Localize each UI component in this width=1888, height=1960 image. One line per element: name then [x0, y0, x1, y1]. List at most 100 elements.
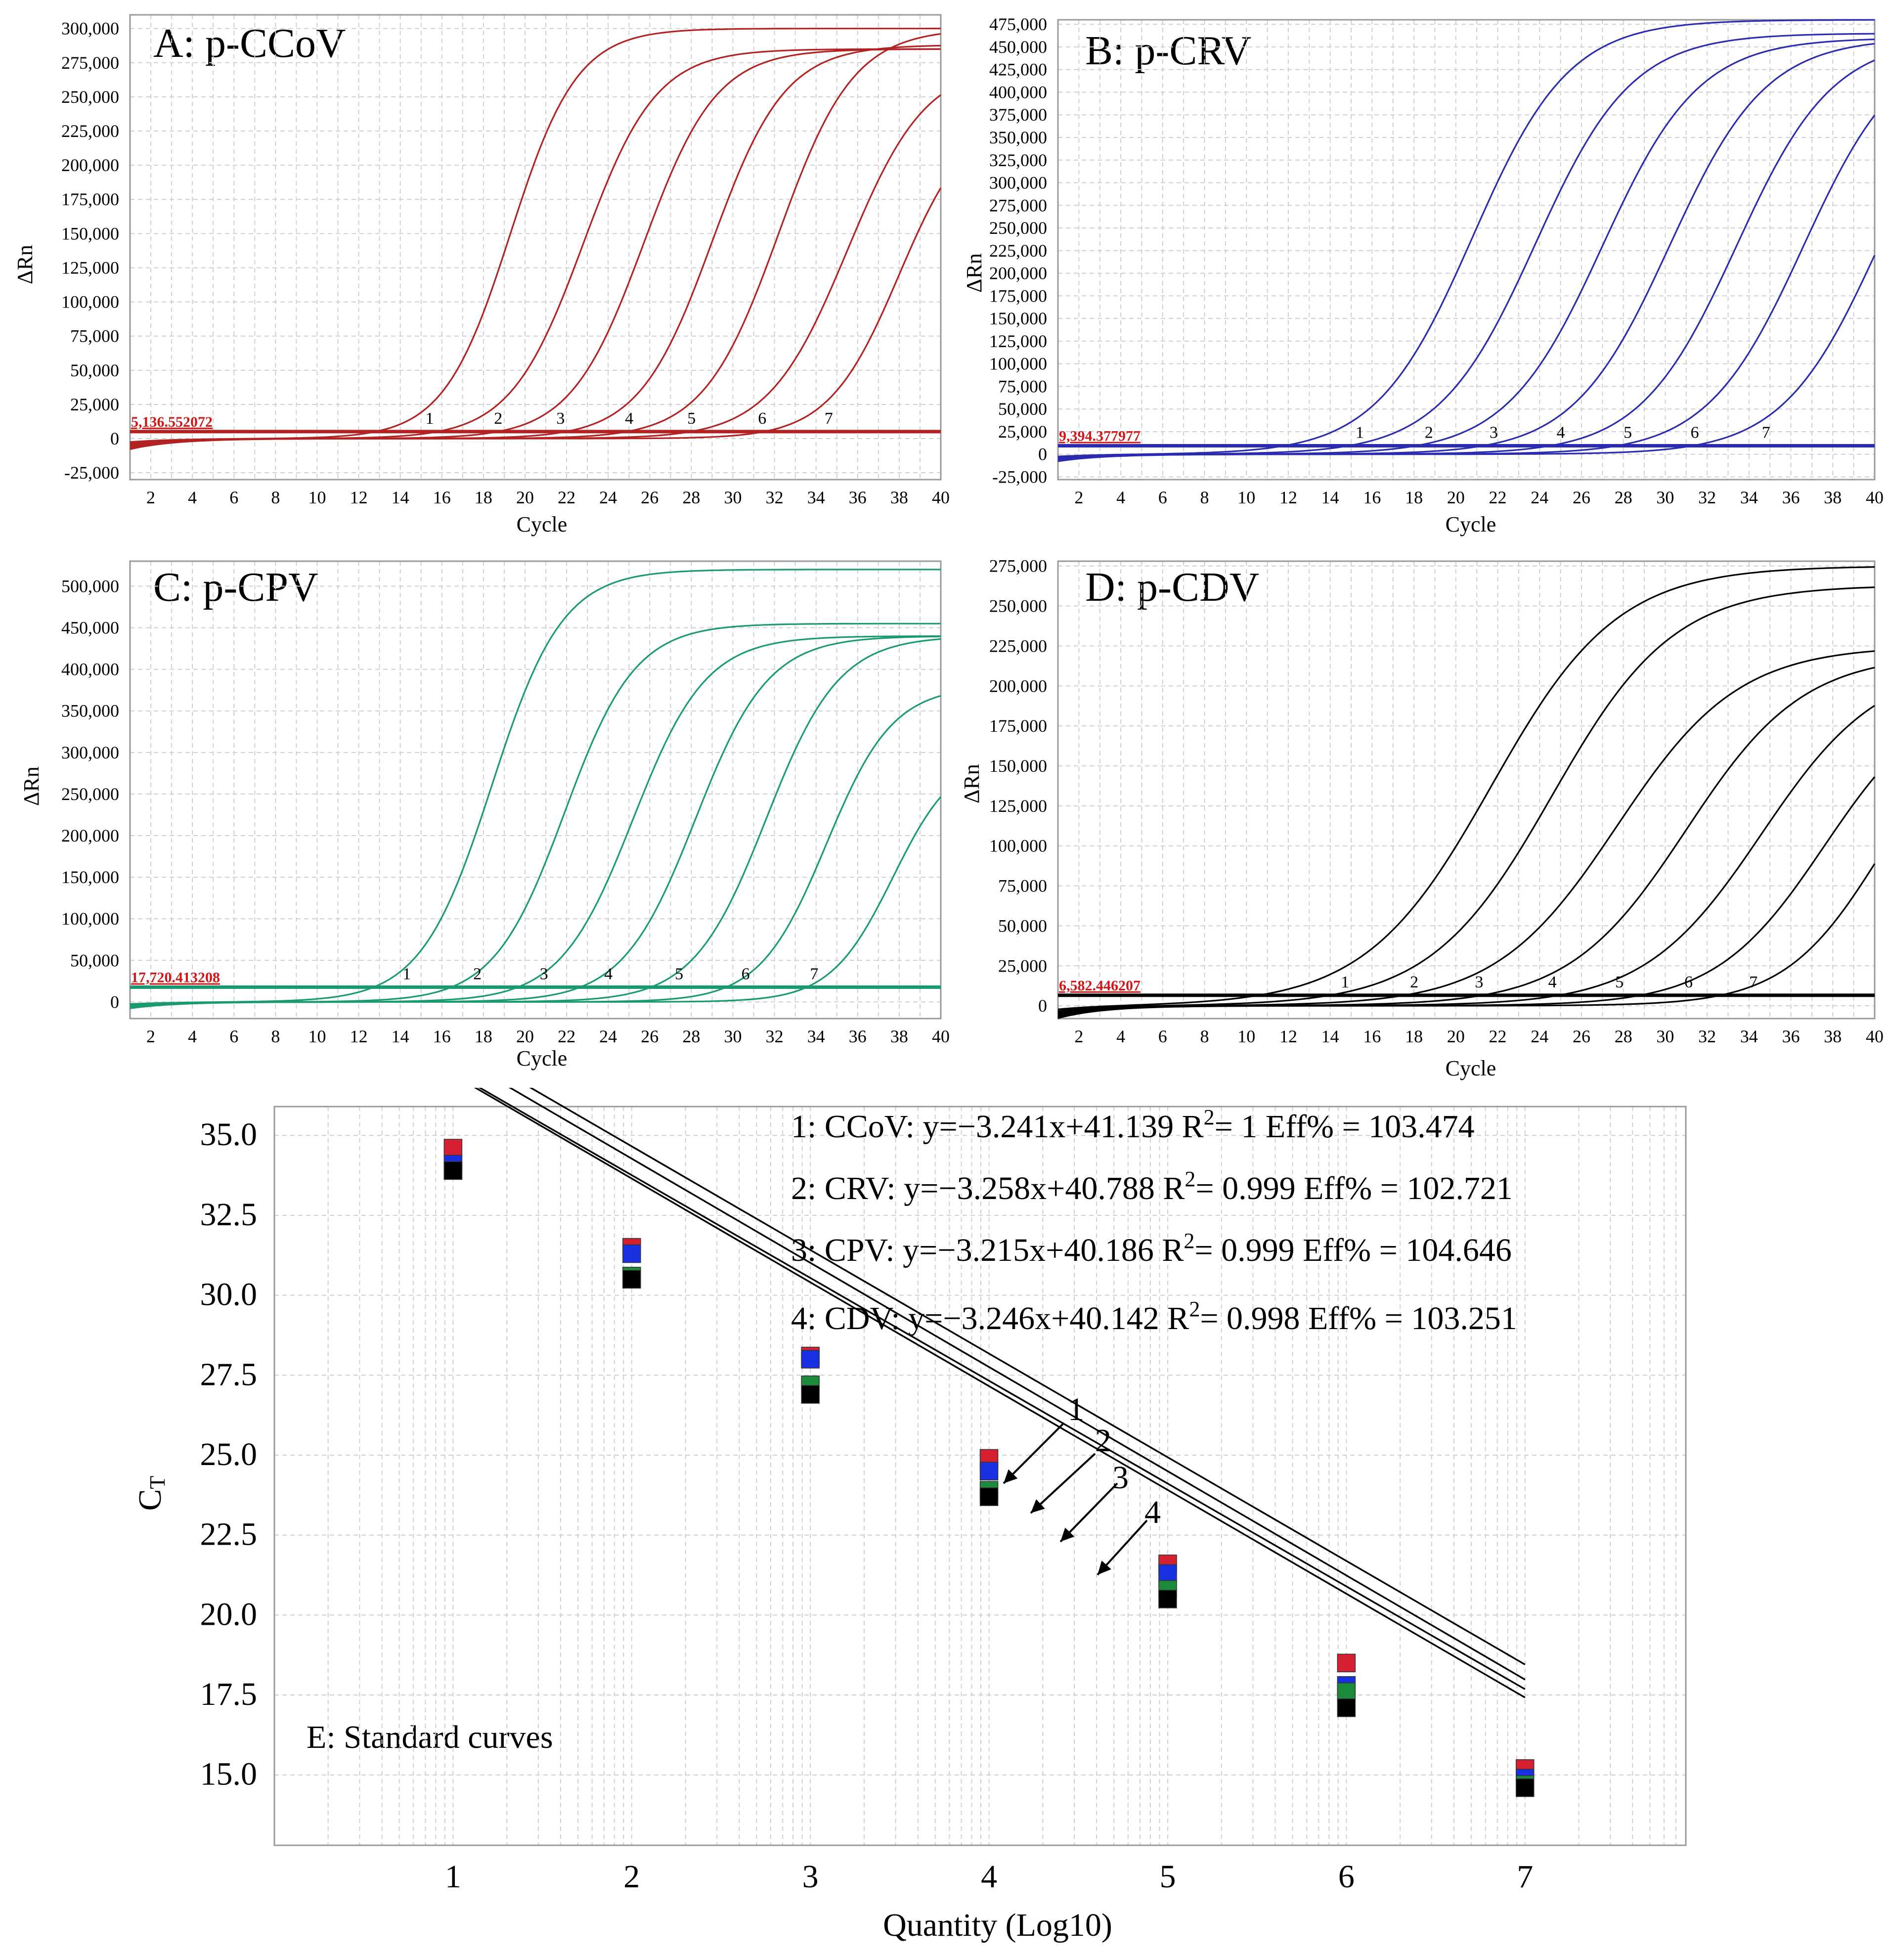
panel-d-curve-label-2: 2: [1410, 973, 1418, 991]
panel-b-y-tick-label: 100,000: [989, 354, 1047, 374]
panel-a-y-tick-label: 50,000: [70, 360, 119, 380]
panel-c-x-tick-label: 34: [807, 1026, 825, 1046]
panel-e-y-tick-label: 32.5: [200, 1197, 258, 1233]
panel-e-equation-ccov: 1: CCoV: y=−3.241x+41.139 R2= 1 Eff% = 1…: [791, 1105, 1475, 1145]
panel-e-arrow-1: [1003, 1423, 1064, 1484]
panel-d-x-tick-label: 26: [1573, 1026, 1590, 1046]
panel-d-y-tick-label: 75,000: [998, 876, 1047, 896]
panel-a-curve-label-7: 7: [825, 409, 833, 428]
panel-b-x-tick-label: 10: [1237, 488, 1255, 507]
panel-b-curve-label-1: 1: [1356, 424, 1364, 442]
panel-c-x-tick-label: 6: [229, 1026, 238, 1046]
panel-c-curve-label-2: 2: [473, 965, 482, 983]
panel-c-amplification-curve-1: [130, 569, 941, 1005]
panel-a-x-tick-label: 6: [229, 488, 238, 507]
panel-a-x-tick-label: 24: [599, 488, 617, 507]
panel-c-curve-label-1: 1: [402, 965, 411, 983]
panel-b-y-tick-label: 150,000: [989, 309, 1047, 328]
panel-e-point-cdv: [1158, 1590, 1177, 1608]
panel-d-threshold-label: 6,582.446207: [1059, 978, 1141, 994]
panel-d-x-tick-label: 14: [1321, 1026, 1339, 1046]
panel-e-point-crv: [1158, 1564, 1177, 1583]
panel-c-x-tick-label: 8: [271, 1026, 280, 1046]
panel-d-x-tick-label: 34: [1740, 1026, 1758, 1046]
panel-e-arrowhead-1: [1004, 1469, 1018, 1483]
panel-c-x-tick-label: 20: [516, 1026, 534, 1046]
panel-d-x-tick-label: 30: [1656, 1026, 1674, 1046]
panel-b-y-tick-label: 375,000: [989, 105, 1047, 125]
panel-a-x-label: Cycle: [517, 512, 568, 536]
panel-b-x-tick-label: 36: [1782, 488, 1800, 507]
panel-c-x-tick-label: 16: [433, 1026, 451, 1046]
panel-d-curve-label-7: 7: [1749, 973, 1757, 991]
panel-b-x-tick-label: 18: [1405, 488, 1423, 507]
panel-a-y-tick-label: 225,000: [61, 121, 119, 141]
panel-b-y-tick-label: 450,000: [989, 37, 1047, 57]
panel-a-curve-label-3: 3: [556, 409, 565, 428]
panel-c-curve-label-6: 6: [742, 965, 750, 983]
panel-b-x-tick-label: 16: [1363, 488, 1381, 507]
panel-e-x-label: Quantity (Log10): [883, 1907, 1112, 1943]
panel-c-x-tick-label: 32: [766, 1026, 784, 1046]
r2-superscript: 2: [1185, 1167, 1195, 1191]
panel-d-y-tick-label: 100,000: [989, 836, 1047, 856]
panel-e-regression-line-ccov: [529, 1088, 1526, 1665]
panel-c-curve-label-5: 5: [675, 965, 683, 983]
panel-a-y-tick-label: 25,000: [70, 395, 119, 414]
panel-e-arrow-2: [1030, 1453, 1096, 1514]
panel-c-curves: [130, 569, 942, 1009]
panel-d-x-tick-label: 36: [1782, 1026, 1800, 1046]
panel-a-x-tick-label: 20: [516, 488, 534, 507]
panel-d-curve-label-1: 1: [1341, 973, 1349, 991]
equation-text: 2: CRV: y=−3.258x+40.788 R: [791, 1170, 1185, 1206]
panel-b-curve-label-3: 3: [1490, 424, 1498, 442]
panel-b-y-tick-label: 400,000: [989, 82, 1047, 102]
panel-a-curve-label-1: 1: [425, 409, 434, 428]
panel-a-x-tick-label: 28: [682, 488, 700, 507]
panel-e-line-label-3: 3: [1112, 1460, 1129, 1496]
panel-a-amplification-curve-3: [130, 48, 941, 445]
panel-a-curve-label-5: 5: [687, 409, 696, 428]
panel-b-y-tick-label: 0: [1038, 445, 1047, 464]
panel-d-x-label: Cycle: [1446, 1056, 1496, 1080]
panel-a-y-tick-label: 0: [110, 429, 119, 448]
panel-a-title: A: p-CCoV: [153, 20, 346, 66]
panel-a-y-tick-label: 100,000: [61, 292, 119, 312]
panel-b-y-tick-label: 225,000: [989, 241, 1047, 261]
panel-d-x-tick-label: 24: [1531, 1026, 1548, 1046]
panel-a-y-tick-label: 75,000: [70, 326, 119, 346]
panel-c-y-tick-label: 150,000: [61, 867, 119, 887]
panel-b-x-tick-label: 20: [1447, 488, 1465, 507]
panel-d-y-tick-label: 200,000: [989, 676, 1047, 696]
panel-a-y-label: ΔRn: [13, 245, 37, 284]
panel-c-x-tick-label: 4: [188, 1026, 197, 1046]
panel-e-regression-line-cdv: [474, 1088, 1526, 1698]
panel-b-x-tick-label: 28: [1615, 488, 1632, 507]
panel-a-x-tick-label: 32: [766, 488, 784, 507]
panel-a-x-tick-label: 16: [433, 488, 451, 507]
panel-c-x-tick-label: 10: [308, 1026, 326, 1046]
panel-d-x-tick-label: 22: [1489, 1026, 1507, 1046]
panel-d-y-label: ΔRn: [960, 764, 984, 803]
panel-a-plot-frame: [129, 14, 942, 481]
panel-b-y-tick-label: 175,000: [989, 286, 1047, 306]
panel-b-y-tick-label: 425,000: [989, 60, 1047, 80]
panel-d-y-tick-label: 250,000: [989, 596, 1047, 616]
panel-d-amplification-curve-3: [1057, 650, 1875, 1014]
chart-panel-d: D: p-CDV ΔRn Cycle 2 4 6 8 10 12 14 16 18 20 22 24 2…: [960, 556, 1884, 1080]
panel-c-x-tick-label: 24: [599, 1026, 617, 1046]
panel-b-x-tick-label: 30: [1656, 488, 1674, 507]
panel-b-y-tick-label: 350,000: [989, 128, 1047, 147]
panel-c-plot-frame: [129, 560, 942, 1020]
panel-d-y-tick-label: 25,000: [998, 956, 1047, 976]
panel-b-x-tick-label: 34: [1740, 488, 1758, 507]
equation-text: 3: CPV: y=−3.215x+40.186 R: [791, 1232, 1184, 1268]
panel-b-x-tick-label: 40: [1866, 488, 1884, 507]
panel-a-y-tick-label: 150,000: [61, 223, 119, 243]
panel-c-y-tick-label: 200,000: [61, 826, 119, 846]
panel-d-curve-label-5: 5: [1615, 973, 1624, 991]
panel-b-y-tick-label: 475,000: [989, 14, 1047, 34]
panel-d-x-tick-label: 28: [1615, 1026, 1632, 1046]
panel-c-curve-label-7: 7: [810, 965, 818, 983]
panel-d-x-tick-label: 32: [1698, 1026, 1716, 1046]
